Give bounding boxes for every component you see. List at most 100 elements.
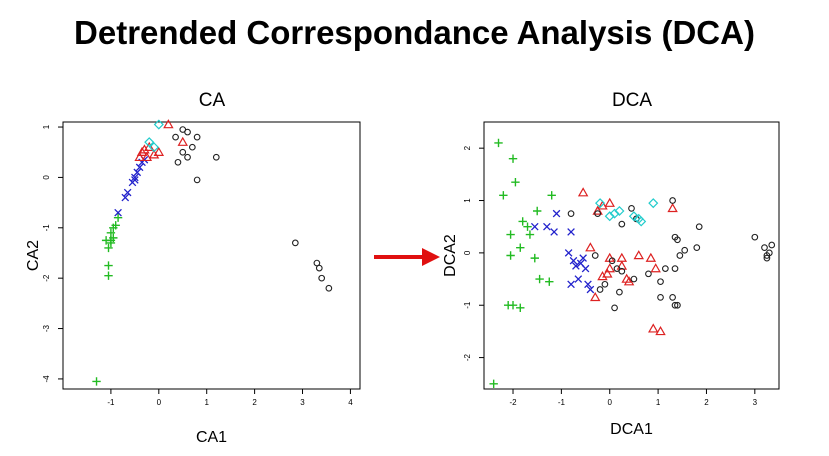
ca-red-triangle-point [163, 119, 174, 129]
dca-black-circle-point [669, 197, 676, 204]
dca-black-circle-point [751, 233, 759, 241]
dca-blue-cross-point [569, 256, 578, 265]
dca-red-triangle-point [585, 242, 596, 252]
dca-red-triangle-point [645, 252, 657, 262]
dca-black-circle-point [657, 278, 664, 286]
dca-green-plus-point [532, 206, 542, 216]
ca-green-plus-point [104, 271, 113, 280]
dca-green-plus-point [516, 243, 525, 252]
dca-cyan-diamond-point [604, 211, 615, 222]
dca-x-tick-label: 1 [656, 398, 661, 407]
dca-y-tick-label: -1 [463, 301, 472, 309]
dca-red-triangle-point [597, 200, 608, 210]
ca-black-circle-point [179, 148, 187, 156]
dca-green-plus-point [499, 191, 508, 200]
ca-cyan-diamond-point [144, 137, 155, 148]
dca-x-tick-label: 2 [704, 398, 709, 407]
dca-blue-cross-point [564, 249, 573, 257]
dca-cyan-diamond-point [609, 208, 620, 219]
dca-chart: DCA DCA1 DCA2 -2 -1 0 1 2 3 -2 -1 0 1 2 [442, 90, 780, 438]
ca-blue-cross-point [131, 176, 139, 184]
dca-black-circle-point [618, 267, 626, 275]
dca-red-triangle-point [577, 187, 589, 197]
dca-green-plus-point [506, 230, 515, 239]
dca-red-triangle-point [655, 326, 666, 336]
ca-black-circle-point [325, 284, 333, 292]
dca-x-axis-label: DCA1 [610, 421, 653, 438]
ca-green-plus-point [104, 243, 113, 253]
dca-x-tick-label: -1 [558, 398, 566, 407]
ca-red-triangle-point [148, 149, 160, 159]
ca-blue-cross-point [135, 163, 144, 172]
dca-x-tick-label: 3 [753, 398, 758, 407]
ca-green-plus-point [111, 221, 120, 230]
ca-x-tick-label: -1 [107, 398, 115, 407]
dca-red-triangle-point [667, 202, 678, 213]
dca-cyan-diamond-point [636, 216, 647, 227]
dca-blue-cross-point [567, 228, 575, 236]
dca-red-triangle-point [604, 197, 615, 207]
ca-black-circle-point [193, 133, 201, 141]
ca-black-circle-point [184, 153, 191, 161]
dca-blue-cross-point [567, 280, 575, 289]
ca-green-plus-point [106, 238, 116, 248]
dca-x-tick-label: 0 [608, 398, 613, 407]
dca-green-plus-point [535, 274, 544, 284]
dca-blue-cross-point [579, 254, 587, 262]
ca-red-triangle-point [139, 144, 150, 154]
ca-green-plus-point [109, 233, 118, 243]
ca-plot-frame [62, 121, 361, 390]
ca-y-tick-label: 1 [42, 124, 51, 129]
dca-black-circle-point [608, 257, 616, 265]
ca-cyan-diamond-point [148, 142, 160, 153]
dca-black-circle-point [681, 246, 689, 254]
ca-y-tick-label: -1 [42, 224, 51, 232]
arrow-head [422, 248, 440, 266]
dca-green-plus-point [523, 222, 532, 231]
ca-black-circle-point [291, 239, 299, 247]
dca-black-circle-point [671, 265, 679, 272]
dca-red-triangle-point [650, 263, 661, 273]
slide-title: Detrended Correspondance Analysis (DCA) [74, 14, 755, 51]
ca-x-tick-label: 3 [300, 398, 305, 407]
dca-green-plus-point [506, 251, 515, 260]
dca-green-plus-point [545, 277, 554, 286]
dca-black-circle-point [669, 294, 676, 301]
dca-cyan-diamond-point [595, 198, 606, 209]
ca-y-tick-label: -3 [42, 324, 51, 332]
ca-green-plus-point [92, 377, 101, 386]
dca-y-tick-label: -2 [463, 353, 472, 361]
dca-green-plus-point [508, 154, 518, 163]
dca-blue-cross-point [552, 209, 561, 218]
dca-y-tick-label: 1 [463, 198, 472, 203]
ca-black-circle-point [315, 264, 323, 272]
dca-red-triangle-point [616, 260, 628, 270]
dca-black-circle-point [662, 265, 669, 272]
dca-red-triangle-point [604, 263, 615, 273]
dca-black-circle-point [611, 304, 618, 312]
dca-chart-title: DCA [612, 90, 652, 111]
dca-green-plus-point [508, 301, 518, 310]
dca-black-circle-point [768, 241, 776, 249]
dca-blue-cross-point [586, 285, 595, 294]
dca-black-circle-point [616, 288, 623, 296]
dca-blue-cross-point [543, 222, 551, 231]
dca-black-circle-point [763, 254, 771, 262]
dca-green-plus-point [489, 379, 498, 388]
dca-green-plus-point [494, 138, 503, 148]
dca-cyan-diamond-point [648, 198, 659, 209]
dca-y-tick-label: 2 [463, 145, 472, 150]
ca-cyan-diamond-point [153, 119, 164, 130]
ca-black-circle-point [172, 133, 179, 141]
dca-black-circle-point [596, 286, 604, 293]
ca-black-circle-point [212, 153, 220, 161]
dca-black-circle-point [695, 223, 703, 231]
ca-blue-cross-point [123, 188, 132, 197]
dca-black-circle-point [594, 210, 601, 217]
ca-blue-cross-point [121, 193, 130, 202]
ca-red-triangle-point [141, 151, 153, 162]
dca-green-plus-point [525, 230, 535, 239]
dca-black-circle-point [674, 236, 681, 244]
